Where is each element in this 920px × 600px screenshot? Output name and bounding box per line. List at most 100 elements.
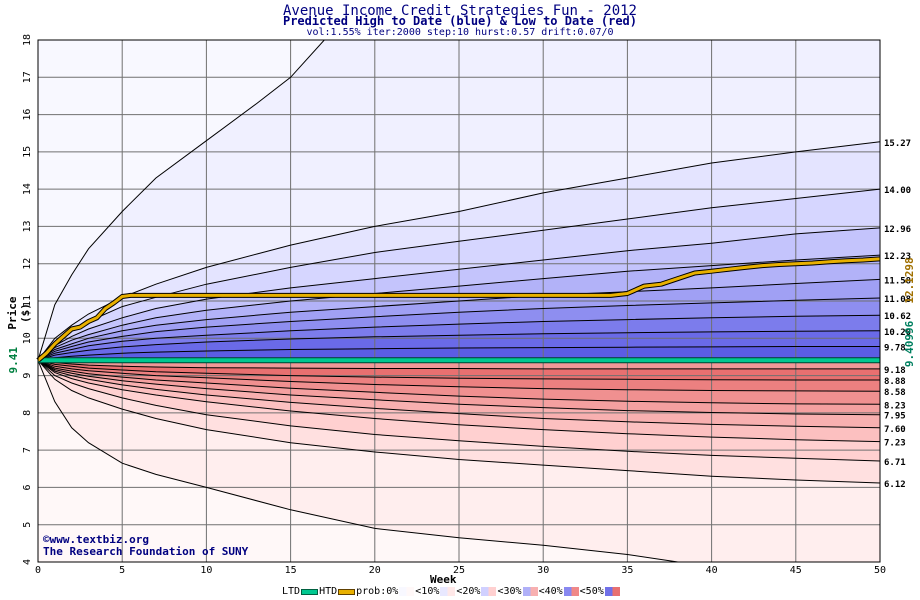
right-label-10: 8.88 [884, 377, 906, 387]
plot-frame [37, 39, 881, 563]
lower-contour-1 [37, 359, 881, 484]
chart-legend: LTD HTD prob:0% <10% <20% <30% <40% <50% [282, 586, 621, 597]
upper-contour-7 [37, 314, 881, 361]
lower-band-6 [38, 360, 880, 405]
lower-contour-8 [37, 359, 880, 381]
htd-line [37, 257, 881, 362]
legend-label-10: <10% [415, 586, 440, 597]
right-label-13: 7.95 [884, 412, 906, 422]
x-tick-label-30: 30 [537, 565, 549, 576]
right-label-17: 6.12 [884, 480, 906, 490]
legend-swatch-0 [399, 587, 415, 596]
legend-label-20: <20% [456, 586, 481, 597]
right-label-5: 11.08 [884, 295, 911, 305]
chart-parameters: vol:1.55% iter:2000 step:10 hurst:0.57 d… [306, 27, 614, 38]
x-tick-label-20: 20 [369, 565, 381, 576]
right-label-16: 6.71 [884, 458, 906, 468]
credit-block: ©www.textbiz.org The Research Foundation… [43, 534, 248, 558]
y-tick-label-13: 13 [22, 220, 33, 232]
legend-label-50: <50% [579, 586, 604, 597]
x-axis-label: Week [430, 573, 457, 586]
upper-contour-9 [37, 346, 880, 361]
y-tick-label-15: 15 [22, 146, 33, 158]
chart-axes [37, 39, 881, 563]
right-label-12: 8.23 [884, 401, 906, 411]
upper-contour-0 [37, 39, 880, 361]
legend-swatch-50 [604, 587, 620, 596]
series-lines [36, 256, 881, 364]
legend-swatch-20 [481, 587, 497, 596]
chart-subtitle: Predicted High to Date (blue) & Low to D… [282, 14, 637, 28]
y-tick-label-11: 11 [22, 295, 33, 307]
upper-contour-8 [37, 330, 881, 361]
upper-contour-6 [37, 297, 881, 361]
y-tick-label-12: 12 [22, 258, 33, 270]
right-label-2: 12.96 [884, 225, 911, 235]
lower-contour-3 [37, 359, 881, 443]
upper-contour-5 [37, 278, 881, 361]
legend-prob-label: prob:0% [356, 586, 399, 597]
legend-swatch-40 [563, 587, 579, 596]
lower-contour-5 [37, 359, 881, 416]
y-axis-label: Price ($) [6, 296, 32, 330]
y-tick-label-10: 10 [22, 332, 33, 344]
lower-contour-9 [37, 359, 880, 370]
chart-title: Avenue Income Credit Strategies Fun - 20… [282, 3, 637, 19]
x-tick-label-45: 45 [790, 565, 802, 576]
x-tick-label-5: 5 [119, 565, 125, 576]
lower-contour-7 [37, 359, 881, 392]
credit-url: ©www.textbiz.org [43, 533, 149, 546]
right-label-1: 14.00 [884, 186, 911, 196]
legend-label-40: <40% [538, 586, 563, 597]
lower-contour-6 [37, 359, 881, 405]
start-price-label: 9.41 [7, 347, 20, 374]
y-tick-label-16: 16 [22, 109, 33, 121]
legend-label-30: <30% [497, 586, 522, 597]
right-label-6: 10.62 [884, 312, 911, 322]
right-label-7: 10.20 [884, 328, 911, 338]
y-tick-label-4: 4 [22, 559, 33, 565]
legend-ltd-label: LTD [282, 586, 301, 597]
right-label-3: 12.23 [884, 252, 911, 262]
upper-band-5 [38, 279, 880, 361]
upper-band-2 [38, 189, 880, 361]
y-tick-label-9: 9 [22, 373, 33, 379]
x-tick-label-25: 25 [453, 565, 465, 576]
credit-org: The Research Foundation of SUNY [43, 545, 249, 558]
y-tick-label-6: 6 [22, 484, 33, 490]
legend-htd-label: HTD [319, 586, 338, 597]
upper-band-6 [38, 298, 880, 361]
x-tick-label-0: 0 [35, 565, 41, 576]
right-label-4: 11.58 [884, 276, 911, 286]
x-tick-label-50: 50 [874, 565, 886, 576]
right-label-11: 8.58 [884, 388, 906, 398]
right-label-0: 15.27 [884, 139, 911, 149]
upper-contour-1 [37, 141, 881, 361]
y-tick-label-14: 14 [22, 183, 33, 195]
upper-contour-4 [37, 254, 881, 361]
legend-htd-swatch [338, 588, 356, 595]
htd-end-label: 12.1298 [903, 257, 916, 303]
lower-contour-2 [37, 359, 881, 462]
legend-ltd-swatch [301, 588, 319, 595]
legend-swatch-10 [440, 587, 456, 596]
upper-band-3 [38, 227, 880, 361]
right-label-15: 7.23 [884, 439, 906, 449]
x-tick-label-15: 15 [285, 565, 297, 576]
y-tick-label-7: 7 [22, 447, 33, 453]
y-tick-label-5: 5 [22, 522, 33, 528]
ltd-end-label: 9.40996 [903, 320, 916, 367]
x-tick-label-35: 35 [621, 565, 633, 576]
axis-ticks: 0 5 10 15 20 25 30 35 40 45 5045678910111213141516… [7, 34, 916, 576]
right-label-14: 7.60 [884, 425, 906, 435]
y-tick-label-18: 18 [22, 34, 33, 46]
y-tick-label-8: 8 [22, 410, 33, 416]
right-label-9: 9.18 [884, 366, 906, 376]
x-tick-label-40: 40 [706, 565, 718, 576]
upper-band-1 [38, 141, 880, 361]
lower-contour-0 [37, 360, 880, 563]
right-label-8: 9.78 [884, 343, 906, 353]
upper-contour-3 [37, 227, 881, 361]
legend-swatch-30 [522, 587, 538, 596]
